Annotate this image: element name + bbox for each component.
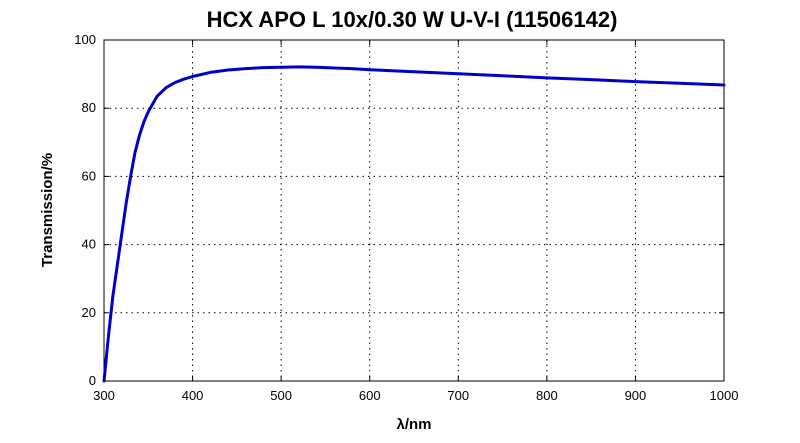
y-tick-label: 100 [74, 32, 96, 47]
y-axis-label: Transmission/% [39, 153, 56, 267]
x-tick-label: 400 [182, 388, 204, 403]
y-tick-label: 80 [82, 100, 96, 115]
x-tick-label: 500 [270, 388, 292, 403]
grid [104, 40, 724, 381]
series-layer [102, 65, 726, 383]
x-tick-label: 700 [447, 388, 469, 403]
x-axis-label: λ/nm [396, 416, 431, 433]
x-tick-label: 600 [359, 388, 381, 403]
y-tick-label: 60 [82, 168, 96, 183]
y-tick-label: 20 [82, 305, 96, 320]
y-tick-label: 40 [82, 237, 96, 252]
plot-area [103, 39, 725, 382]
x-tick-label: 1000 [710, 388, 739, 403]
x-tick-label: 800 [536, 388, 558, 403]
x-tick-label: 900 [625, 388, 647, 403]
transmission-series-line [102, 65, 726, 383]
x-tick-label: 300 [93, 388, 115, 403]
axis-ticks: 300 400 500 600 700 800 900 1000 0 20 40 60 80 100 [74, 32, 738, 403]
y-tick-label: 0 [89, 373, 96, 388]
chart-title: HCX APO L 10x/0.30 W U-V-I (11506142) [207, 7, 618, 32]
